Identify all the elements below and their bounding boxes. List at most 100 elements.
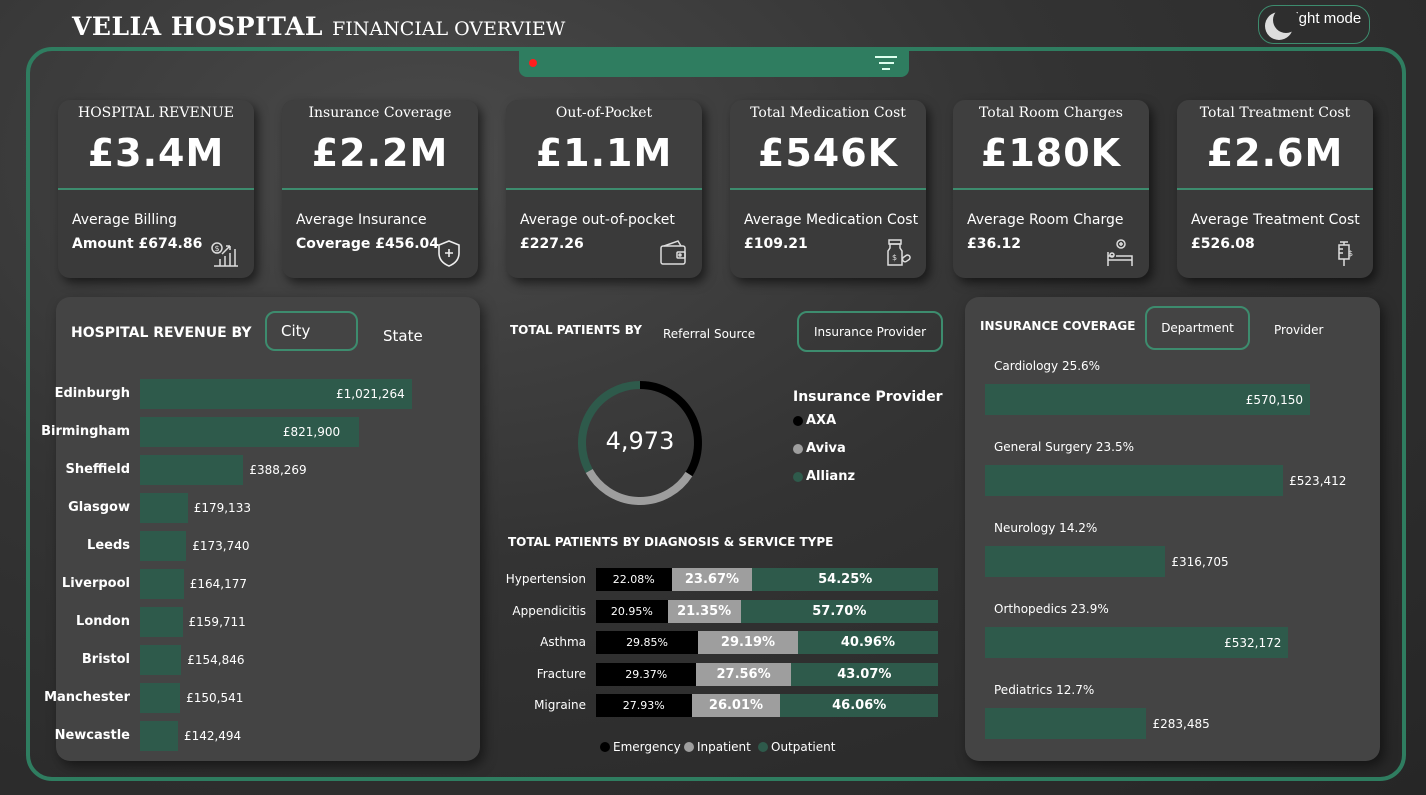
city-bar-label: £142,494 bbox=[183, 729, 242, 743]
donut-slice-allianz[interactable] bbox=[578, 381, 641, 473]
revenue-growth-icon: $ bbox=[210, 238, 240, 268]
segment-inpatient[interactable]: 21.35% bbox=[667, 599, 741, 623]
segment-outpatient[interactable]: 54.25% bbox=[752, 568, 938, 591]
donut-slice-axa[interactable] bbox=[639, 381, 702, 477]
city-name: Sheffield bbox=[65, 462, 130, 477]
city-bar[interactable] bbox=[140, 531, 187, 561]
status-dot-icon bbox=[529, 59, 537, 67]
city-bar[interactable] bbox=[140, 683, 181, 713]
kpi-header: HOSPITAL REVENUE £3.4M bbox=[58, 100, 254, 190]
city-name: Newcastle bbox=[54, 728, 130, 743]
segment-outpatient[interactable]: 43.07% bbox=[790, 662, 938, 686]
city-bar-row[interactable]: Sheffield £388,269 bbox=[56, 455, 476, 485]
title-main: VELIA HOSPITAL bbox=[72, 12, 323, 41]
kpi-card-3: Out-of-Pocket £1.1M Average out-of-pocket £… bbox=[506, 100, 702, 278]
segment-emergency[interactable]: 27.93% bbox=[596, 694, 692, 717]
diagnosis-row[interactable]: Fracture 29.37% 27.56% 43.07% bbox=[500, 662, 950, 686]
department-bar[interactable] bbox=[985, 384, 1310, 415]
diagnosis-row[interactable]: Migraine 27.93% 26.01% 46.06% bbox=[500, 694, 950, 717]
segment-outpatient[interactable]: 57.70% bbox=[740, 599, 938, 623]
department-bar[interactable] bbox=[985, 546, 1166, 577]
city-bar-row[interactable]: Edinburgh £1,021,264 bbox=[55, 379, 476, 409]
toggle-city[interactable]: City bbox=[265, 311, 358, 351]
city-bar[interactable] bbox=[140, 417, 359, 447]
city-bar-label: £159,711 bbox=[188, 615, 246, 629]
donut-slice-aviva[interactable] bbox=[585, 468, 693, 505]
kpi-average-label: Average Room Charge bbox=[967, 212, 1124, 228]
medicine-bottle-icon: $ bbox=[882, 238, 912, 268]
city-bar[interactable] bbox=[140, 379, 412, 409]
city-bar[interactable] bbox=[140, 569, 184, 599]
department-bar[interactable] bbox=[985, 465, 1284, 496]
filter-icon[interactable] bbox=[875, 56, 897, 74]
city-name: Manchester bbox=[44, 690, 130, 705]
city-name: Edinburgh bbox=[54, 386, 130, 401]
legend-axa[interactable]: AXA bbox=[793, 413, 836, 428]
light-mode-toggle[interactable]: Light mode bbox=[1258, 5, 1370, 44]
city-bar-row[interactable]: Newcastle £142,494 bbox=[55, 721, 476, 751]
kpi-card-4: Total Medication Cost £546K Average Medica… bbox=[730, 100, 926, 278]
segment-emergency[interactable]: 22.08% bbox=[596, 568, 672, 591]
diagnosis-row[interactable]: Asthma 29.85% 29.19% 40.96% bbox=[500, 631, 950, 654]
toggle-department[interactable]: Department bbox=[1145, 306, 1250, 350]
city-bar-label: £388,269 bbox=[249, 463, 307, 477]
kpi-average-label: Average Billing bbox=[72, 212, 177, 228]
city-bar-label: £154,846 bbox=[187, 653, 245, 667]
city-bar[interactable] bbox=[140, 493, 188, 523]
city-bar-row[interactable]: Leeds £173,740 bbox=[56, 531, 476, 561]
toggle-state[interactable]: State bbox=[383, 327, 423, 345]
shield-plus-icon bbox=[434, 238, 464, 268]
city-bar-row[interactable]: Glasgow £179,133 bbox=[56, 493, 476, 523]
diagnosis-row[interactable]: Appendicitis 20.95% 21.35% 57.70% bbox=[500, 599, 950, 623]
diagnosis-title: TOTAL PATIENTS BY DIAGNOSIS & SERVICE TY… bbox=[508, 535, 834, 549]
legend-emergency[interactable]: Emergency bbox=[600, 740, 681, 754]
kpi-header: Out-of-Pocket £1.1M bbox=[506, 100, 702, 190]
city-bar-row[interactable]: London £159,711 bbox=[56, 607, 476, 637]
city-bar[interactable] bbox=[140, 645, 182, 675]
toggle-insurance-provider[interactable]: Insurance Provider bbox=[797, 311, 943, 352]
city-bar-row[interactable]: Birmingham £821,900 bbox=[41, 417, 476, 447]
city-bar-row[interactable]: Liverpool £164,177 bbox=[56, 569, 476, 599]
toggle-provider[interactable]: Provider bbox=[1274, 323, 1324, 337]
city-bar-row[interactable]: Manchester £150,541 bbox=[44, 683, 476, 713]
department-label: Pediatrics 12.7% bbox=[994, 683, 1095, 697]
kpi-label: Out-of-Pocket bbox=[555, 105, 653, 121]
legend-aviva[interactable]: Aviva bbox=[793, 441, 846, 456]
segment-inpatient[interactable]: 27.56% bbox=[696, 662, 791, 686]
kpi-average-label: Average out-of-pocket bbox=[520, 212, 675, 228]
city-bar-row[interactable]: Bristol £154,846 bbox=[56, 645, 476, 675]
legend-inpatient[interactable]: Inpatient bbox=[684, 740, 751, 754]
kpi-average: Average Medication Cost £109.21 bbox=[730, 190, 926, 256]
legend-allianz[interactable]: Allianz bbox=[793, 469, 855, 484]
toggle-referral-source[interactable]: Referral Source bbox=[663, 327, 756, 341]
city-bar-label: £164,177 bbox=[189, 577, 247, 591]
filter-tab[interactable] bbox=[519, 47, 909, 77]
insurance-panel-title: INSURANCE COVERAGE bbox=[980, 319, 1136, 333]
kpi-label: HOSPITAL REVENUE bbox=[77, 105, 235, 121]
department-label: Neurology 14.2% bbox=[994, 521, 1098, 535]
segment-emergency[interactable]: 29.85% bbox=[596, 631, 699, 654]
kpi-average-label: Average Medication Cost bbox=[744, 212, 919, 228]
hospital-bed-icon bbox=[1105, 238, 1135, 268]
legend-outpatient[interactable]: Outpatient bbox=[758, 740, 835, 754]
department-bar[interactable] bbox=[985, 708, 1147, 739]
department-bar[interactable] bbox=[985, 627, 1289, 658]
city-bar-label: £150,541 bbox=[186, 691, 244, 705]
segment-emergency[interactable]: 20.95% bbox=[596, 599, 668, 623]
segment-outpatient[interactable]: 40.96% bbox=[797, 631, 938, 654]
segment-inpatient[interactable]: 29.19% bbox=[698, 631, 798, 654]
segment-emergency[interactable]: 29.37% bbox=[596, 662, 697, 686]
syringe-icon: $ bbox=[1329, 238, 1359, 268]
segment-inpatient[interactable]: 26.01% bbox=[691, 694, 781, 717]
kpi-value: £546K bbox=[757, 131, 899, 175]
city-bar[interactable] bbox=[140, 721, 178, 751]
segment-outpatient[interactable]: 46.06% bbox=[780, 694, 938, 717]
segment-inpatient[interactable]: 23.67% bbox=[671, 568, 753, 591]
diagnosis-row[interactable]: Hypertension 22.08% 23.67% 54.25% bbox=[500, 568, 950, 591]
kpi-value: £180K bbox=[980, 131, 1122, 175]
department-bar-label: £532,172 bbox=[1224, 636, 1282, 650]
provider-legend-title: Insurance Provider bbox=[793, 389, 943, 405]
diagnosis-name: Fracture bbox=[536, 666, 586, 681]
city-bar[interactable] bbox=[140, 455, 244, 485]
city-bar[interactable] bbox=[140, 607, 183, 637]
